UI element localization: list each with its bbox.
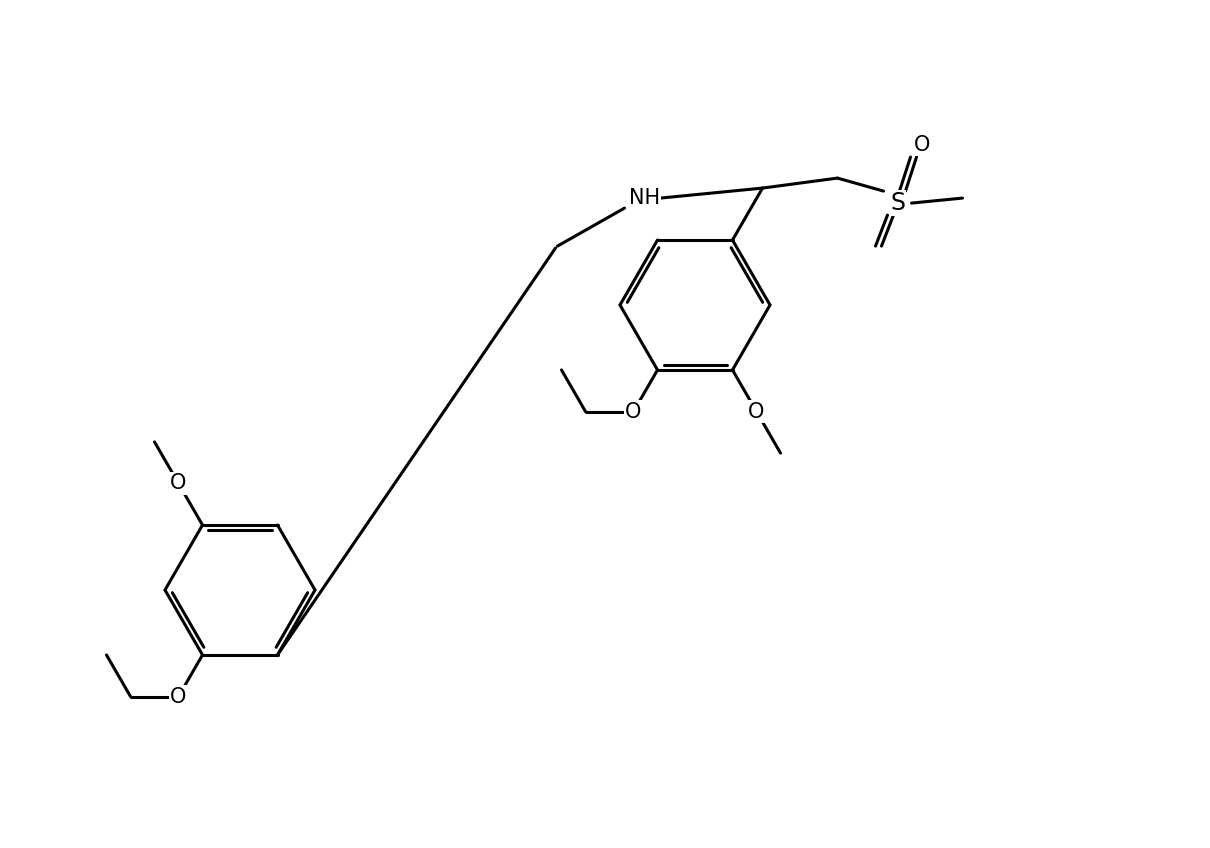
Text: S: S: [891, 191, 905, 215]
Text: O: O: [171, 687, 186, 706]
Text: O: O: [171, 473, 186, 494]
Text: O: O: [915, 135, 930, 155]
Text: NH: NH: [629, 188, 661, 208]
Text: O: O: [626, 401, 641, 421]
Text: O: O: [748, 401, 765, 421]
